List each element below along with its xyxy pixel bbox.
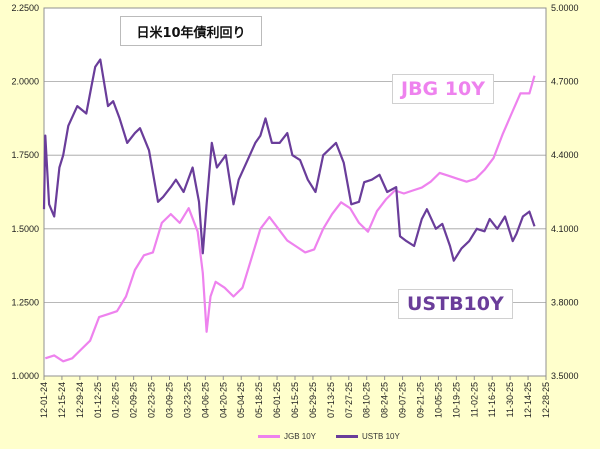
plot-background — [44, 8, 546, 376]
x-tick-label: 06-29-25 — [308, 382, 318, 418]
jgb-annotation: JBG 10Y — [392, 74, 494, 104]
y-left-tick-label: 1.7500 — [11, 150, 39, 160]
x-tick-label: 05-04-25 — [236, 382, 246, 418]
x-tick-label: 10-19-25 — [451, 382, 461, 418]
x-tick-label: 07-27-25 — [344, 382, 354, 418]
x-tick-label: 02-09-25 — [129, 382, 139, 418]
y-left-tick-label: 2.0000 — [11, 77, 39, 87]
legend-item-ustb: USTB 10Y — [336, 432, 400, 441]
legend-swatch-ustb — [336, 435, 359, 438]
x-tick-label: 01-26-25 — [111, 382, 121, 418]
legend-label-ustb: USTB 10Y — [362, 432, 400, 441]
y-left-tick-label: 1.0000 — [11, 371, 39, 381]
x-tick-label: 12-28-25 — [541, 382, 551, 418]
x-tick-label: 03-23-25 — [182, 382, 192, 418]
x-tick-label: 07-13-25 — [326, 382, 336, 418]
x-tick-label: 08-24-25 — [380, 382, 390, 418]
x-tick-label: 03-09-25 — [165, 382, 175, 418]
x-tick-label: 06-15-25 — [290, 382, 300, 418]
x-tick-label: 12-15-24 — [57, 382, 67, 418]
y-right-tick-label: 5.0000 — [551, 3, 579, 13]
legend: JGB 10Y USTB 10Y — [258, 432, 400, 441]
x-tick-label: 02-23-25 — [147, 382, 157, 418]
y-left-tick-label: 2.2500 — [11, 3, 39, 13]
x-tick-label: 11-02-25 — [469, 382, 479, 417]
x-tick-label: 09-21-25 — [416, 382, 426, 418]
ustb-annotation: USTB10Y — [398, 289, 513, 319]
x-tick-label: 11-30-25 — [505, 382, 515, 417]
x-tick-label: 09-07-25 — [398, 382, 408, 418]
y-right-tick-label: 4.1000 — [551, 224, 579, 234]
x-tick-label: 10-05-25 — [433, 382, 443, 418]
legend-item-jgb: JGB 10Y — [258, 432, 316, 441]
legend-label-jgb: JGB 10Y — [284, 432, 317, 441]
x-tick-label: 08-10-25 — [362, 382, 372, 418]
x-tick-label: 04-20-25 — [218, 382, 228, 418]
x-tick-label: 06-01-25 — [272, 382, 282, 418]
y-right-tick-label: 3.5000 — [551, 371, 579, 381]
y-left-tick-label: 1.2500 — [11, 297, 39, 307]
x-tick-label: 11-16-25 — [487, 382, 497, 417]
y-left-tick-label: 1.5000 — [11, 224, 39, 234]
y-right-tick-label: 4.4000 — [551, 150, 579, 160]
x-tick-label: 12-14-25 — [523, 382, 533, 418]
series-line-ustb — [42, 58, 536, 262]
x-tick-label: 04-06-25 — [200, 382, 210, 418]
series-line-jgb — [44, 75, 536, 363]
chart-title: 日米10年債利回り — [120, 16, 262, 46]
x-tick-label: 12-29-24 — [75, 382, 85, 418]
x-tick-label: 01-12-25 — [93, 382, 103, 418]
y-right-tick-label: 4.7000 — [551, 77, 579, 87]
y-right-tick-label: 3.8000 — [551, 297, 579, 307]
x-tick-label: 05-18-25 — [254, 382, 264, 418]
legend-swatch-jgb — [258, 435, 280, 438]
x-tick-label: 12-01-24 — [39, 382, 49, 418]
